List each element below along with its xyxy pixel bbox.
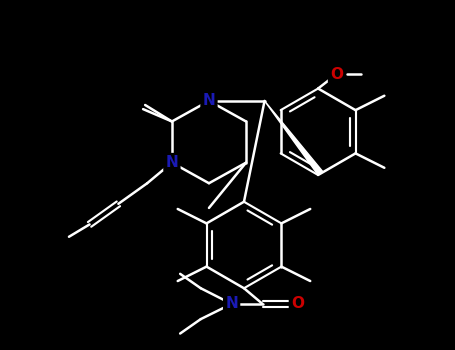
Text: O: O — [330, 66, 343, 82]
Text: N: N — [225, 296, 238, 312]
Text: N: N — [202, 93, 215, 108]
Text: N: N — [166, 155, 178, 170]
Text: O: O — [291, 296, 304, 312]
Polygon shape — [264, 101, 323, 175]
